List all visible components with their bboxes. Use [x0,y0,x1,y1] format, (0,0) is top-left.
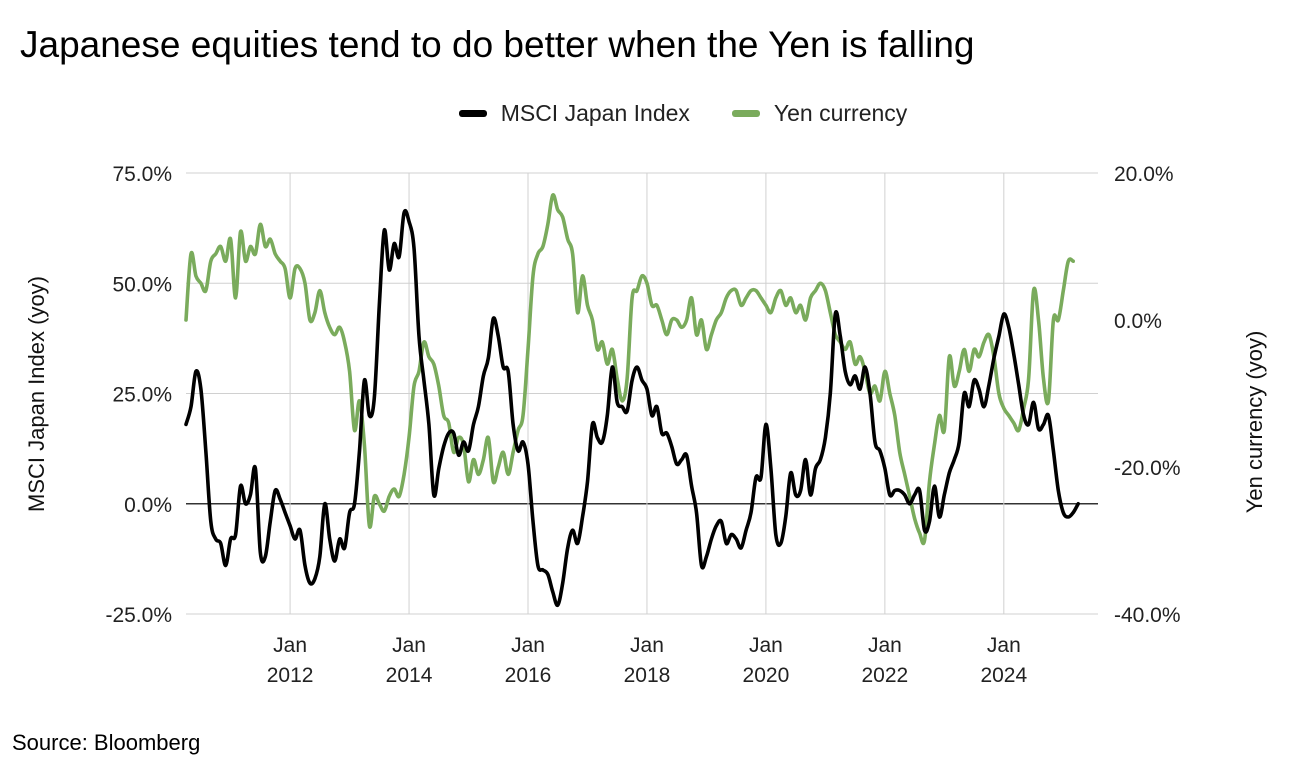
left-tick-label-4: -25.0% [105,604,172,627]
series-lines [184,193,1080,608]
x-tick-month-0: Jan [273,634,307,657]
legend-entry-msci: MSCI Japan Index [458,100,690,127]
right-tick-label-3: -40.0% [1114,604,1181,627]
x-tick-month-4: Jan [749,634,783,657]
right-tick-label-1: 0.0% [1114,310,1162,333]
legend-label-msci: MSCI Japan Index [500,100,690,126]
axis-labels: 75.0% 50.0% 25.0% 0.0% -25.0% 20.0% 0.0% -20.0%… [105,163,1180,687]
x-tick-month-6: Jan [987,634,1021,657]
x-tick-year-4: 2020 [743,664,790,687]
x-tick-year-2: 2016 [505,664,552,687]
source-note: Source: Bloomberg [12,730,201,755]
x-tick-year-0: 2012 [267,664,314,687]
x-tick-year-1: 2014 [386,664,433,687]
x-tick-year-3: 2018 [624,664,671,687]
legend-label-yen: Yen currency [773,100,908,126]
legend-entry-yen: Yen currency [731,100,908,127]
right-tick-label-2: -20.0% [1114,457,1181,480]
x-tick-year-6: 2024 [980,664,1027,687]
left-tick-label-3: 0.0% [124,494,172,517]
left-axis-title: MSCI Japan Index (yoy) [24,276,49,512]
legend: MSCI Japan Index Yen currency [0,100,1296,127]
series-line-msci [184,208,1080,608]
x-tick-year-5: 2022 [862,664,909,687]
legend-swatch-msci [458,110,487,117]
chart-title: Japanese equities tend to do better when… [20,24,975,65]
left-tick-label-2: 25.0% [112,384,172,407]
x-tick-month-2: Jan [511,634,545,657]
series-line-yen [184,193,1075,546]
x-tick-month-5: Jan [868,634,902,657]
right-tick-label-0: 20.0% [1114,163,1174,186]
x-tick-month-3: Jan [630,634,664,657]
left-tick-label-1: 50.0% [112,273,172,296]
legend-swatch-yen [731,110,760,117]
grid-lines [186,172,1098,615]
left-tick-label-0: 75.0% [112,163,172,186]
x-tick-month-1: Jan [392,634,426,657]
right-axis-title: Yen currency (yoy) [1242,331,1267,514]
